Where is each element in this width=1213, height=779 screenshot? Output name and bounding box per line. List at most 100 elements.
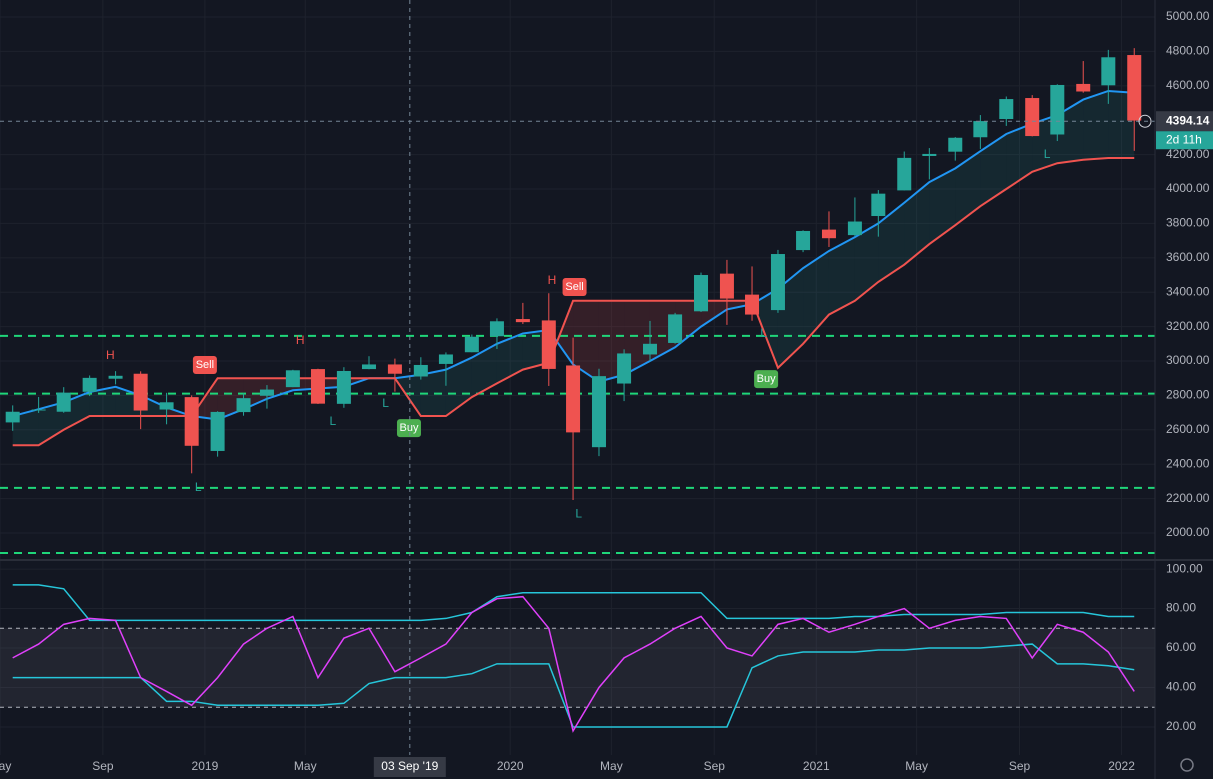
signal-box (562, 278, 587, 297)
pivot-label: H (548, 273, 557, 287)
candle-body (361, 364, 376, 370)
candle-body (464, 336, 479, 353)
trend-fill (496, 333, 523, 384)
y-tick-label: 3400.00 (1166, 284, 1210, 298)
pivot-label: L (195, 480, 202, 494)
trend-fill (471, 343, 497, 398)
x-tick-label: 2022 (1108, 759, 1135, 773)
candle-body (770, 254, 785, 311)
candle-body (973, 121, 988, 138)
y-tick-label: 2000.00 (1166, 525, 1210, 539)
candle-body (566, 365, 581, 433)
pivot-label: L (330, 414, 337, 428)
trend-fill (828, 237, 855, 315)
crosshair-x-box (373, 757, 446, 777)
pivot-label: L (1044, 147, 1051, 161)
candle-body (31, 409, 46, 411)
trend-fill (420, 369, 446, 417)
x-tick-label: Sep (1009, 759, 1031, 773)
candle-body (210, 411, 225, 451)
trend-fill (573, 300, 599, 382)
pivot-label: L (382, 396, 389, 410)
trend-fill (878, 202, 905, 282)
osc-band (0, 628, 1155, 708)
candle-body (922, 153, 937, 156)
osc-tick-label: 40.00 (1166, 680, 1196, 694)
x-tick-label: May (294, 759, 317, 773)
pivot-label: L (760, 326, 767, 340)
y-tick-label: 3600.00 (1166, 250, 1210, 264)
osc-tick-label: 20.00 (1166, 719, 1196, 733)
signal-label: Sell (196, 359, 214, 371)
candle-body (745, 294, 760, 315)
y-tick-label: 5000.00 (1166, 9, 1210, 23)
signal-label: Buy (399, 422, 418, 434)
candle-body (82, 377, 97, 392)
signal-box (754, 370, 779, 389)
y-tick-label: 4200.00 (1166, 147, 1210, 161)
countdown-box (1156, 131, 1213, 150)
candle-body (1076, 83, 1091, 92)
signal-label: Buy (757, 373, 776, 385)
crosshair-y-label: 4394.14 (1166, 113, 1210, 127)
osc-tick-label: 60.00 (1166, 640, 1196, 654)
candle-body (1127, 55, 1142, 121)
crosshair-y-box (1156, 111, 1213, 132)
trend-fill (980, 133, 1007, 207)
candle-body (796, 230, 811, 251)
y-tick-label: 4600.00 (1166, 78, 1210, 92)
trend-fill (854, 223, 879, 301)
candle-body (285, 370, 300, 388)
signal-label: Sell (565, 281, 583, 293)
candle-body (413, 364, 428, 377)
candle-body (159, 402, 174, 410)
osc-tick-label: 80.00 (1166, 601, 1196, 615)
trend-fill (1083, 90, 1109, 160)
y-tick-label: 3200.00 (1166, 319, 1210, 333)
x-tick-label: 2019 (192, 759, 219, 773)
x-tick-label: May (0, 759, 11, 773)
signal-box (192, 355, 217, 374)
y-tick-label: 4000.00 (1166, 181, 1210, 195)
x-tick-label: May (600, 759, 623, 773)
x-tick-label: Sep (704, 759, 726, 773)
y-tick-label: 3800.00 (1166, 216, 1210, 230)
pivot-label: L (575, 506, 582, 520)
trend-fill (955, 151, 981, 226)
signal-box (396, 419, 421, 438)
y-tick-label: 2400.00 (1166, 456, 1210, 470)
axes: May Sep 2019 May 2020 May Sep 2021 May Sep 2022 200… (0, 9, 1213, 777)
candle-body (871, 193, 886, 217)
y-tick-label: 4800.00 (1166, 44, 1210, 58)
price-line (12, 157, 1135, 447)
candle-body (236, 398, 251, 413)
x-tick-label: 2021 (803, 759, 830, 773)
trend-fill (89, 386, 116, 417)
osc-line (12, 595, 1135, 733)
candle-body (1050, 84, 1065, 135)
crosshair-x-label: 03 Sep '19 (381, 759, 438, 773)
settings-icon[interactable] (1180, 758, 1194, 772)
candle-body (668, 314, 683, 343)
candle-body (591, 376, 606, 448)
candle-body (489, 321, 504, 337)
candle-body (617, 353, 632, 384)
x-tick-label: 2020 (497, 759, 524, 773)
candle-body (387, 364, 402, 374)
y-tick-label: 3000.00 (1166, 353, 1210, 367)
osc-line (12, 643, 1135, 728)
candle-body (948, 137, 963, 152)
candle-body (438, 354, 453, 364)
pivot-label: H (296, 333, 305, 347)
candle-body (184, 397, 199, 446)
trend-fill (1006, 123, 1033, 190)
y-tick-label: 2200.00 (1166, 491, 1210, 505)
candle-body (541, 320, 556, 369)
y-tick-label: 2800.00 (1166, 388, 1210, 402)
candle-body (694, 275, 709, 312)
candle-body (897, 157, 912, 191)
osc-line (12, 584, 1135, 622)
trend-fill (904, 182, 930, 265)
